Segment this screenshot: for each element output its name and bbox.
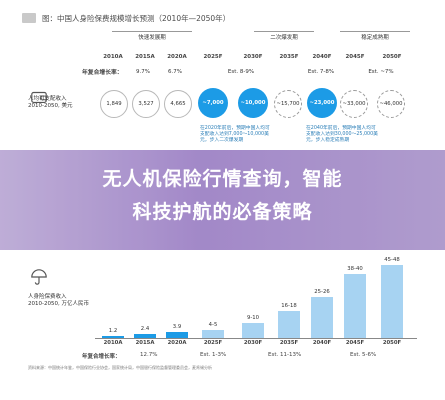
income-label-line2: 2010-2050, 美元 [28,103,73,109]
bar-2035F [278,311,300,338]
years-top-row: 2010A 2015A 2020A 2025F 2030F 2035F 2040F 2045F… [0,54,445,66]
year-top-2040F: 2040F [312,54,332,60]
growth-top-label: 年复合增长率： [82,70,123,76]
income-circle: ~46,000 [377,90,405,118]
growth-bottom-item: Est. 11-13% [268,352,302,358]
year-top-2020A: 2020A [167,54,187,60]
bar-value-label: 38-40 [347,266,363,273]
premium-label-line2: 2010-2050, 万亿人民币 [28,301,89,307]
chart-header: 图：中国人身险保费规模增长预测（2010年—2050年） [22,8,437,28]
growth-bottom-item: Est. 1-3% [200,352,227,358]
bar-year-2050F: 2050F [382,340,402,346]
bar-year-2010A: 2010A [103,340,123,346]
growth-top-item: Est. ~7% [368,69,394,75]
bar-2020A [166,331,188,338]
bar-year-2040F: 2040F [312,340,332,346]
income-circles-row: 1,849 3,527 4,665 ~7,000 ~10,000 ~15,700 ~23,0… [0,84,445,124]
income-circle: 3,527 [132,90,160,118]
income-label-line1: 人均可支配收入 [28,96,67,102]
year-top-2050F: 2050F [382,54,402,60]
bar-year-2035F: 2035F [279,340,299,346]
bar-2010A [102,336,124,338]
bar-year-2030F: 2030F [243,340,263,346]
year-top-2010A: 2010A [103,54,123,60]
bar-2025F [202,330,224,338]
bar-2040F [311,297,333,338]
growth-top-row: 年复合增长率： 9.7% 6.7% Est. 8-9% Est. 7-8% Est. ~… [0,67,445,79]
header-tag [22,13,36,23]
bar-2045F [344,274,366,338]
income-label: 人均可支配收入 2010-2050, 美元 [28,96,72,110]
title-banner: 无人机保险行情查询，智能 科技护航的必备策略 [0,150,445,250]
note-1: 在2040年前后，预期中国人均可支配收入达到30,000～25,000美元，步入… [306,126,378,143]
premium-label-line1: 人身险保费收入 [28,294,67,300]
bar-year-2015A: 2015A [135,340,155,346]
growth-top-item: Est. 7-8% [307,69,335,75]
growth-bottom-label: 年复合增长率： [82,354,121,360]
bar-value-label: 1.2 [108,328,118,334]
bar-value-label: 3.9 [172,323,182,330]
growth-top-item: 9.7% [136,69,150,75]
header-title: 图：中国人身险保费规模增长预测（2010年—2050年） [42,13,231,23]
banner-line2: 科技护航的必备策略 [132,201,313,223]
year-top-2030F: 2030F [243,54,263,60]
growth-bottom-item: 12.7% [140,352,158,358]
wallet-icon [31,91,47,103]
segment-title-2: 稳定成熟期 [340,31,410,41]
bar-value-label: 9-10 [246,315,260,322]
growth-top-item: Est. 8-9% [227,69,255,75]
premium-bar-chart: 1.2 2.4 3.9 4-5 9-10 16-18 25-26 38-40 45-48 [100,256,415,338]
growth-bottom-item: Est. 5-6% [350,352,377,358]
umbrella-icon [31,269,47,285]
bar-value-label: 45-48 [384,256,400,263]
banner-line1: 无人机保险行情查询，智能 [102,168,343,190]
year-top-2045F: 2045F [345,54,365,60]
bar-year-2045F: 2045F [345,340,365,346]
bar-value-label: 2.4 [140,326,150,333]
bar-value-label: 16-18 [281,303,297,310]
bar-2015A [134,334,156,338]
bar-year-2020A: 2020A [167,340,187,346]
income-circle: 4,665 [164,90,192,118]
income-circle: ~15,700 [274,90,302,118]
income-circle: 1,849 [100,90,128,118]
income-circle: ~23,000 [307,88,337,118]
growth-top-item: 6.7% [168,69,182,75]
year-top-2035F: 2035F [279,54,299,60]
income-circle: ~10,000 [238,88,268,118]
year-top-2015A: 2015A [135,54,155,60]
bar-value-label: 4-5 [208,322,218,329]
bar-2030F [242,323,264,338]
chart-baseline [95,338,417,339]
year-top-2025F: 2025F [203,54,223,60]
premium-label: 人身险保费收入 2010-2050, 万亿人民币 [28,294,89,308]
bar-2050F [381,264,403,338]
segment-title-0: 快速发展期 [112,31,192,41]
segment-title-1: 二次爆发期 [254,31,314,41]
bar-value-label: 25-26 [314,289,330,296]
source-footer: 资料来源：中国统计年鉴，中国保险行业协会，国家统计局，中国银行保险监督管理委员会… [28,365,212,370]
note-0: 在2020年前后，预期中国人均可支配收入达到7,000～10,000美元，步入二… [200,126,270,143]
income-circle: ~33,000 [340,90,368,118]
income-circle: ~7,000 [198,88,228,118]
bar-year-2025F: 2025F [203,340,223,346]
